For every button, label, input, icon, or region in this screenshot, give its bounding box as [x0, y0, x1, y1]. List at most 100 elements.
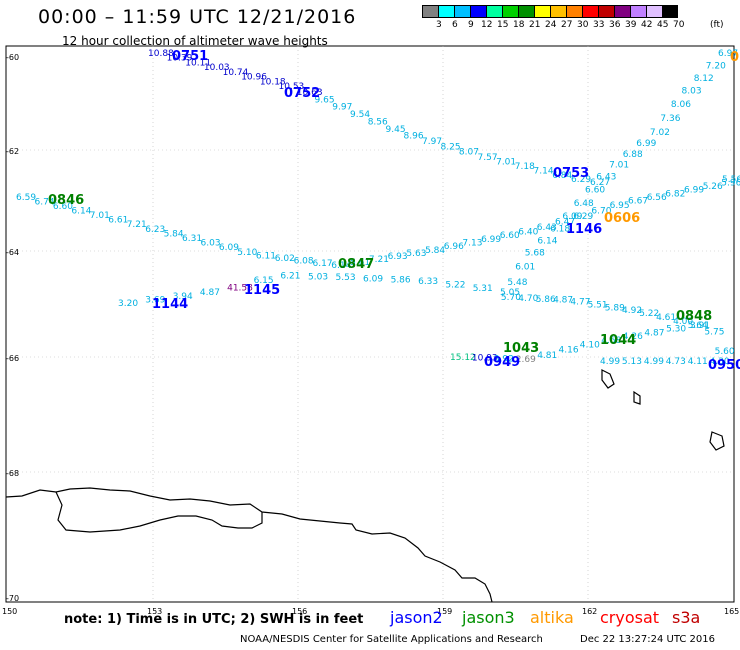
wave-height-value: 6.97 [718, 49, 738, 59]
wave-height-value: 3.20 [118, 299, 138, 309]
wave-height-value: 4.73 [666, 357, 686, 367]
page-subtitle: 12 hour collection of altimeter wave hei… [62, 34, 328, 48]
wave-height-value: 2.69 [516, 355, 536, 365]
wave-height-value: 6.74 [35, 198, 55, 208]
wave-height-value: 4.26 [623, 332, 643, 342]
wave-height-value: 5.13 [622, 357, 642, 367]
x-tick: 159 [437, 607, 452, 616]
legend-label: 6 [452, 20, 458, 30]
wave-height-value: 3.69 [145, 296, 165, 306]
wave-height-value: 7.14 [534, 167, 554, 177]
wave-height-value: 6.11 [256, 252, 276, 262]
wave-height-value: 15.12 [450, 353, 476, 363]
legend-label: 39 [625, 20, 637, 30]
wave-height-value: 6.99 [684, 186, 704, 196]
wave-height-value: 6.31 [182, 234, 202, 244]
wave-height-value: 6.99 [636, 139, 656, 149]
wave-height-value: 6.47 [555, 218, 575, 228]
wave-height-value: 4.99 [644, 357, 664, 367]
wave-height-value: 6.93 [388, 252, 408, 262]
legend-label: 27 [561, 20, 573, 30]
track-time-label: 1043 [503, 341, 539, 356]
legend-swatch [566, 5, 582, 18]
wave-height-value: 4.77 [570, 298, 590, 308]
wave-height-value: 5.64 [688, 321, 708, 331]
track-time-label: 0848 [676, 309, 712, 324]
y-tick: -60 [6, 53, 19, 62]
legend-jason3: jason3 [462, 608, 515, 627]
wave-height-value: 5.89 [605, 303, 625, 313]
wave-height-value: 5.48 [507, 278, 527, 288]
legend-swatch [646, 5, 662, 18]
wave-height-value: 6.88 [623, 150, 643, 160]
wave-height-value: 6.09 [219, 243, 239, 253]
wave-height-value: 6.08 [294, 257, 314, 267]
wave-height-value: 7.21 [369, 255, 389, 265]
wave-height-value: 6.56 [647, 193, 667, 203]
wave-height-value: 7.13 [462, 239, 482, 249]
legend-label: 33 [593, 20, 605, 30]
legend-unit: (ft) [710, 20, 724, 30]
wave-height-value: 6.61 [108, 216, 128, 226]
legend-cryosat: cryosat [600, 608, 660, 627]
legend-label: 24 [545, 20, 557, 30]
legend-swatch [518, 5, 534, 18]
wave-height-value: 6.48 [574, 199, 594, 209]
wave-height-value: 7.01 [496, 157, 516, 167]
wave-height-value: 5.70 [501, 293, 521, 303]
y-tick: -66 [6, 354, 19, 363]
legend-label: 15 [497, 20, 509, 30]
plot-frame [5, 45, 735, 603]
color-legend [422, 5, 678, 18]
wave-height-value: 7.01 [90, 211, 110, 221]
wave-height-value: 5.75 [704, 327, 724, 337]
footer-note: note: 1) Time is in UTC; 2) SWH is in fe… [64, 612, 364, 627]
track-time-label: 1145 [244, 283, 280, 298]
wave-height-value: 4.87 [200, 288, 220, 298]
wave-height-value: 6.23 [145, 225, 165, 235]
wave-height-value: 6.84 [552, 171, 572, 181]
legend-s3a: s3a [672, 608, 701, 627]
wave-height-value: 4.81 [537, 351, 557, 361]
wave-height-value: 5.31 [473, 284, 493, 294]
page-title: 00:00 – 11:59 UTC 12/21/2016 [38, 6, 357, 28]
wave-height-value: 5.68 [525, 248, 545, 258]
wave-height-value: 5.84 [425, 246, 445, 256]
x-tick: 165 [724, 607, 739, 616]
x-tick: 162 [582, 607, 597, 616]
legend-jason2: jason2 [390, 608, 443, 627]
credit-text: NOAA/NESDIS Center for Satellite Applica… [240, 634, 543, 645]
wave-height-value: 6.09 [562, 212, 582, 222]
wave-height-value: 10.53 [279, 82, 305, 92]
wave-height-value: 9.65 [315, 95, 335, 105]
track-time-label: 0949 [484, 355, 520, 370]
island [709, 431, 725, 451]
track-time-label: 0751 [172, 49, 208, 64]
wave-height-value: 10.74 [223, 68, 249, 78]
wave-height-value: 5.05 [500, 288, 520, 298]
track-time-label: 0606 [604, 211, 640, 226]
legend-label: 70 [673, 20, 685, 30]
wave-height-value: 8.03 [682, 86, 702, 96]
y-tick: -68 [6, 469, 19, 478]
legend-swatch [614, 5, 630, 18]
wave-height-value: 3.94 [173, 292, 193, 302]
wave-height-value: 6.60 [585, 186, 605, 196]
wave-height-value: 6.01 [515, 263, 535, 273]
wave-height-value: 5.22 [445, 281, 465, 291]
legend-swatch [438, 5, 454, 18]
wave-height-value: 6.29 [573, 212, 593, 222]
y-tick: -70 [6, 594, 19, 603]
wave-height-value: 8.07 [459, 148, 479, 158]
x-tick: 153 [147, 607, 162, 616]
wave-height-value: 6.14 [537, 236, 557, 246]
track-time-label: 0753 [553, 166, 589, 181]
legend-label: 3 [436, 20, 442, 30]
wave-height-value: 6.70 [591, 207, 611, 217]
wave-height-value: 8.25 [441, 142, 461, 152]
wave-height-value: 4.61 [656, 313, 676, 323]
wave-height-value: 6.02 [275, 254, 295, 264]
wave-height-value: 5.63 [406, 249, 426, 259]
wave-height-value: 6.09 [363, 275, 383, 285]
